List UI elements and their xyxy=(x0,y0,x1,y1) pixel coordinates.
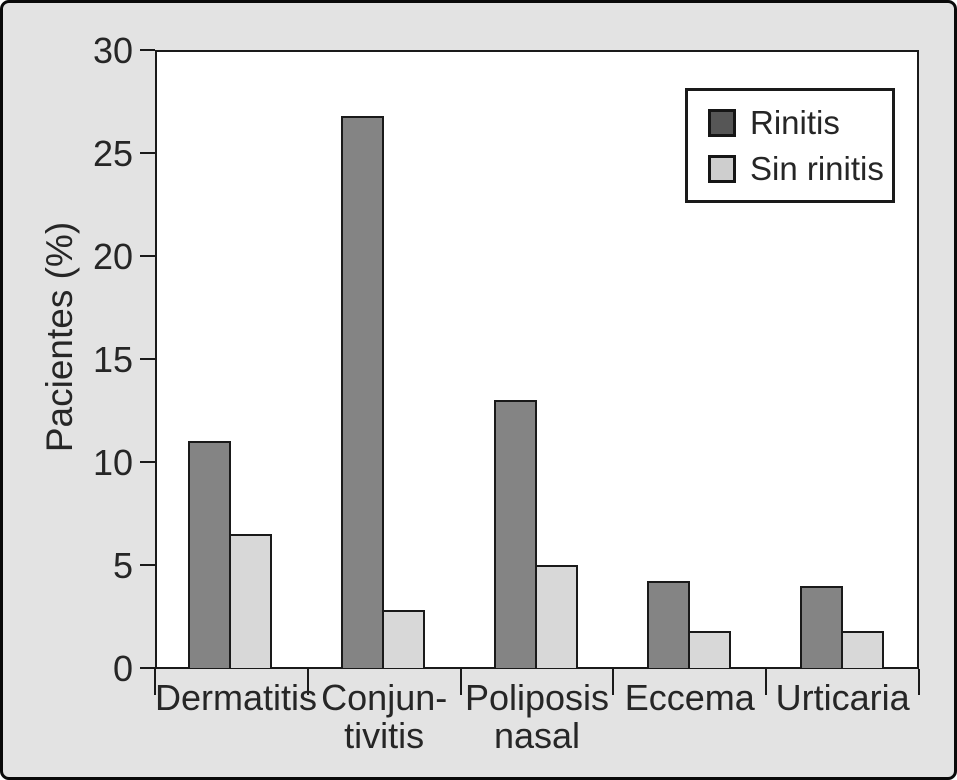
y-tick-mark-25 xyxy=(140,152,155,154)
y-tick-mark-5 xyxy=(140,564,155,566)
x-tick-mark-0 xyxy=(154,669,156,695)
y-tick-label-0: 0 xyxy=(112,648,133,689)
y-tick-mark-15 xyxy=(140,358,155,360)
category-label-dermatitis: Dermatitis xyxy=(154,677,318,718)
y-tick-label-20: 20 xyxy=(92,236,133,277)
bar-rinitis-dermatitis xyxy=(188,441,231,668)
bar-rinitis-conjun-tivitis xyxy=(341,116,384,668)
x-tick-mark-3 xyxy=(612,669,615,695)
y-tick-label-15: 15 xyxy=(92,339,133,380)
y-tick-label-25: 25 xyxy=(92,133,133,174)
legend-item-label: Rinitis xyxy=(750,104,840,141)
y-tick-label-10: 10 xyxy=(92,442,133,483)
x-tick-mark-4 xyxy=(765,669,768,695)
legend-swatch-sin-rinitis xyxy=(708,154,736,183)
legend-item-sin-rinitis: Sin rinitis xyxy=(708,152,892,185)
x-tick-mark-1 xyxy=(306,669,309,695)
category-label-eccema: Eccema xyxy=(624,677,755,718)
category-label-urticaria: Urticaria xyxy=(775,677,910,718)
y-tick-label-30: 30 xyxy=(92,30,133,71)
bar-sin-rinitis-poliposis-nasal xyxy=(535,565,578,668)
bar-rinitis-eccema xyxy=(647,581,690,668)
y-tick-mark-0 xyxy=(140,667,155,669)
legend-item-label: Sin rinitis xyxy=(750,150,884,187)
y-tick-mark-20 xyxy=(140,255,155,257)
bar-rinitis-urticaria xyxy=(800,586,843,668)
bar-sin-rinitis-urticaria xyxy=(841,631,884,668)
category-label-conjun-tivitis: Conjun- tivitis xyxy=(321,677,448,757)
x-tick-mark-2 xyxy=(459,669,462,695)
bar-sin-rinitis-eccema xyxy=(688,631,731,668)
x-tick-mark-5 xyxy=(918,669,920,695)
bar-rinitis-poliposis-nasal xyxy=(494,400,537,668)
category-label-poliposis-nasal: Poliposis nasal xyxy=(464,677,610,757)
y-tick-mark-30 xyxy=(140,49,155,51)
bar-sin-rinitis-conjun-tivitis xyxy=(382,610,425,668)
legend-item-rinitis: Rinitis xyxy=(708,106,892,139)
bar-sin-rinitis-dermatitis xyxy=(229,534,272,668)
y-tick-label-5: 5 xyxy=(112,545,133,586)
legend: Rinitis Sin rinitis xyxy=(685,88,895,203)
legend-swatch-rinitis xyxy=(708,108,736,137)
y-tick-mark-10 xyxy=(140,461,155,463)
